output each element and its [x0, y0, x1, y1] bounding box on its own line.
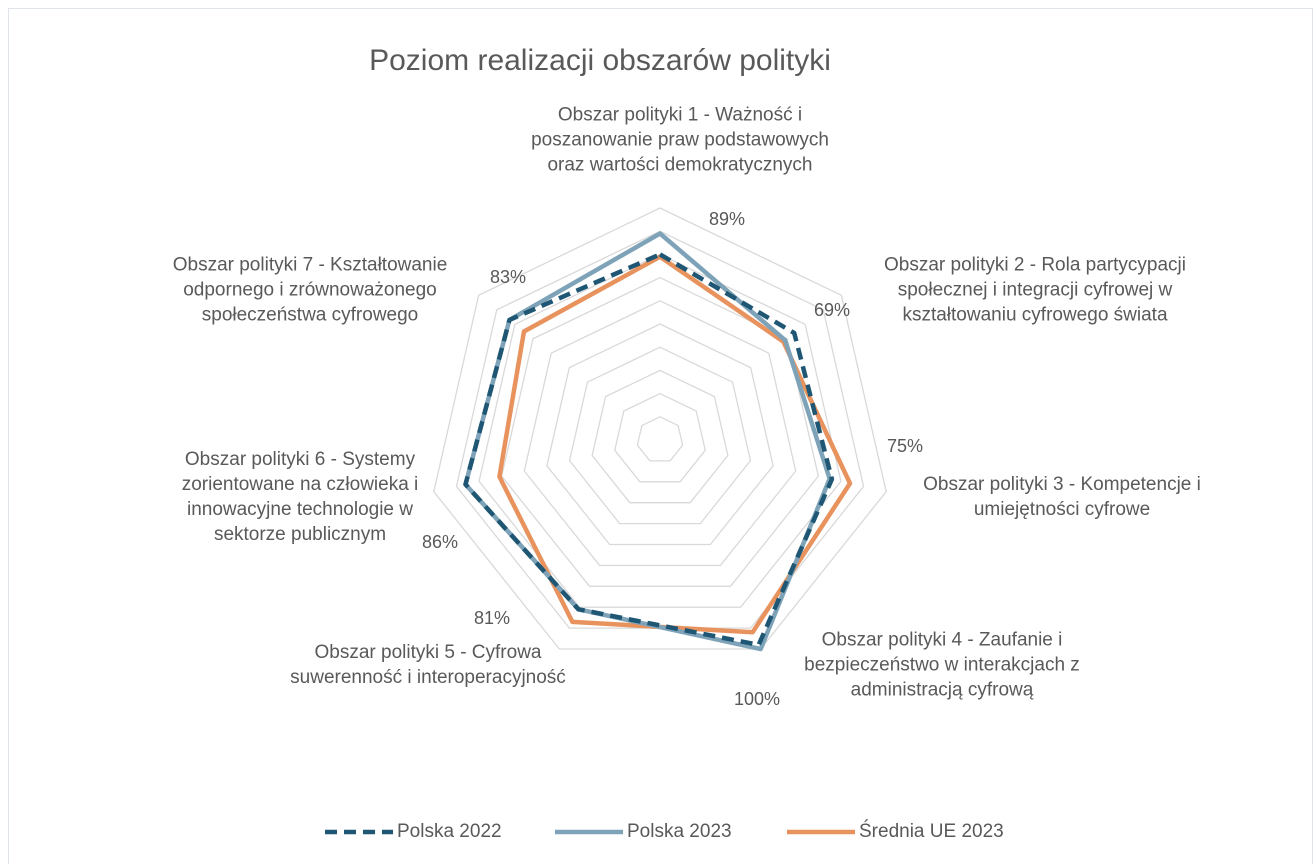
chart-frame [8, 8, 1313, 864]
category-label: Obszar polityki 7 - Kształtowanie odporn… [172, 254, 448, 326]
grid-ring [433, 207, 887, 650]
legend-label: Polska 2022 [397, 821, 502, 842]
data-label: 86% [422, 532, 458, 552]
grid-ring [636, 416, 684, 462]
data-label: 100% [734, 689, 780, 709]
series-line [463, 252, 835, 648]
data-label: 89% [709, 209, 745, 229]
data-label: 81% [474, 608, 510, 628]
grid-ring [591, 369, 729, 504]
category-label: Obszar polityki 6 - Systemy zorientowane… [181, 449, 419, 545]
grid-ring [614, 392, 706, 483]
chart-title: Poziom realizacji obszarów polityki [369, 44, 831, 77]
grid-ring [546, 323, 774, 546]
data-label: 83% [490, 267, 526, 287]
grid-ring [523, 300, 797, 567]
grid-ring [455, 230, 865, 629]
legend-label: Polska 2023 [627, 821, 732, 842]
category-label: Obszar polityki 1 - Ważność i poszanowan… [531, 104, 829, 176]
category-label: Obszar polityki 3 - Kompetencje i umieję… [923, 474, 1201, 520]
data-label: 75% [887, 436, 923, 456]
category-label: Obszar polityki 2 - Rola partycypacji sp… [884, 254, 1186, 326]
category-label: Obszar polityki 5 - Cyfrowa suwerenność … [290, 642, 566, 688]
legend-label: Średnia UE 2023 [859, 820, 1004, 842]
data-label: 69% [814, 300, 850, 320]
grid-ring [568, 346, 752, 525]
category-label: Obszar polityki 4 - Zaufanie i bezpiecze… [804, 629, 1080, 701]
grid-ring [478, 253, 842, 608]
